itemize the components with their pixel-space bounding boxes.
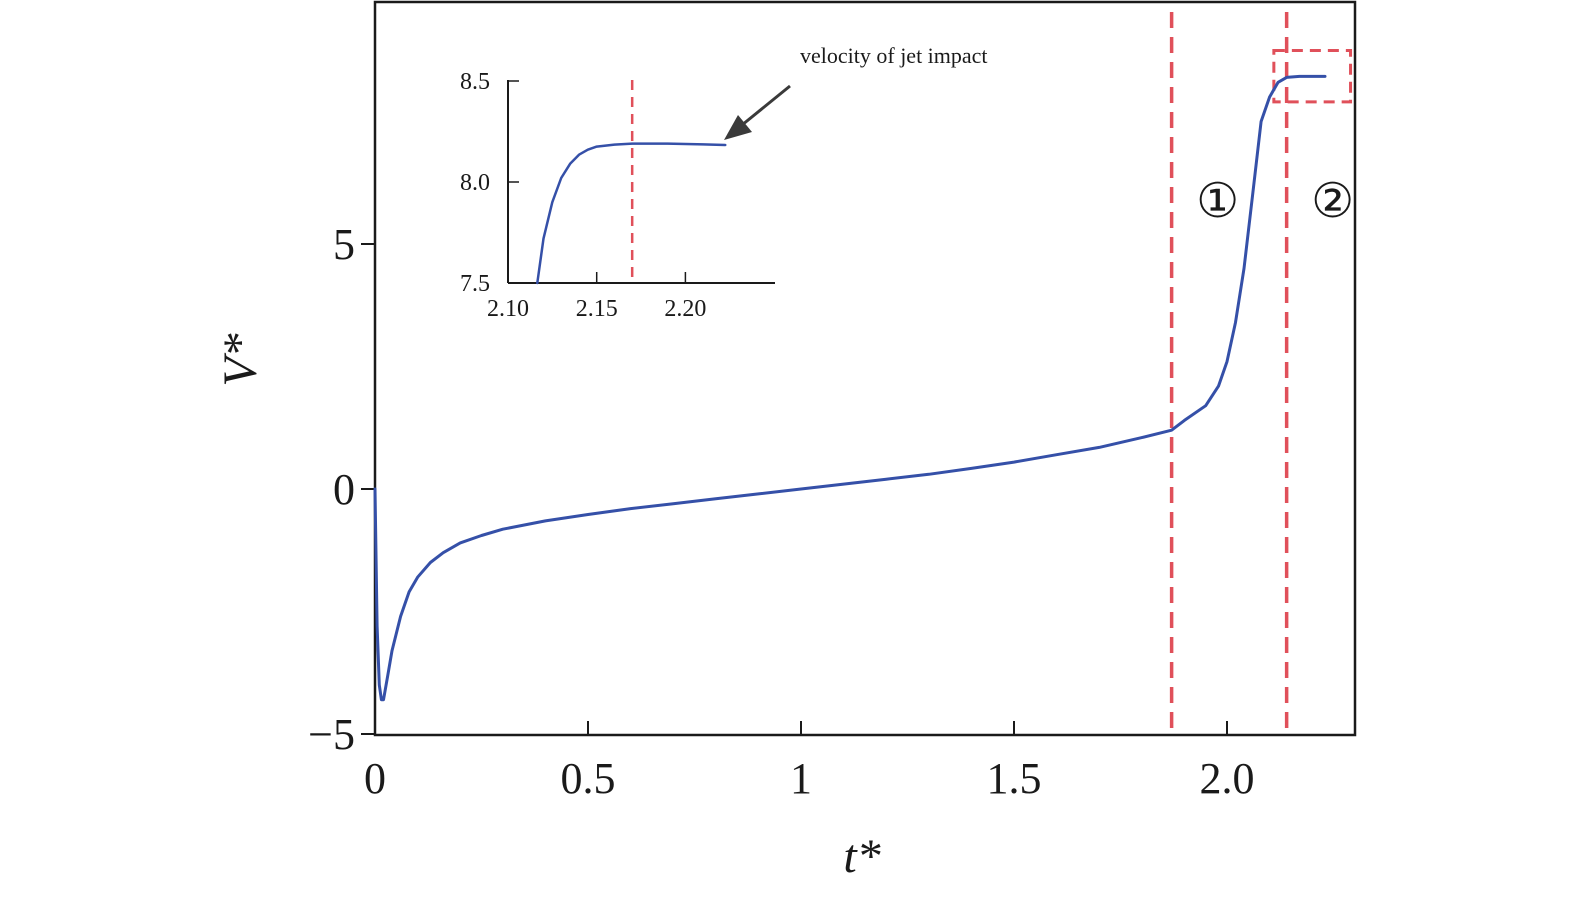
inset-y-tick-label: 7.5 <box>460 271 490 297</box>
x-tick-label: 0 <box>364 754 386 803</box>
series-line <box>373 74 1327 702</box>
inset-x-tick-label: 2.10 <box>487 296 529 322</box>
plot-frame <box>373 0 1357 737</box>
inset-y-tick-label: 8.0 <box>460 170 490 196</box>
y-tick-label: −5 <box>308 710 355 759</box>
x-tick-label: 0.5 <box>561 754 616 803</box>
x-tick-label: 1 <box>790 754 812 803</box>
inset-x-tick-label: 2.20 <box>664 296 706 322</box>
x-tick-label: 2.0 <box>1200 754 1255 803</box>
inset-y-tick-label: 8.5 <box>460 69 490 95</box>
vertical-marker-label: ② <box>1311 175 1354 228</box>
annotation-arrow-shaft <box>741 84 791 127</box>
inset-x-tick-label: 2.15 <box>576 296 618 322</box>
inset-series-line <box>536 142 727 285</box>
x-tick-label: 1.5 <box>987 754 1042 803</box>
x-axis-title: t* <box>843 830 880 883</box>
y-tick-label: 0 <box>333 465 355 514</box>
highlight-box <box>1272 48 1353 104</box>
x-axis: 0 0.5 1 1.5 2.0 <box>364 721 1255 803</box>
annotation-arrow-head <box>724 115 752 140</box>
y-axis-title: V* <box>214 333 267 386</box>
inset-plot: 2.10 2.15 2.20 7.5 8.0 8.5 velocity of jet imp… <box>460 43 988 322</box>
y-tick-label: 5 <box>333 220 355 269</box>
y-axis: −5 0 5 <box>308 220 375 759</box>
annotation-label: velocity of jet impact <box>800 43 988 68</box>
vertical-marker-label: ① <box>1196 175 1239 228</box>
